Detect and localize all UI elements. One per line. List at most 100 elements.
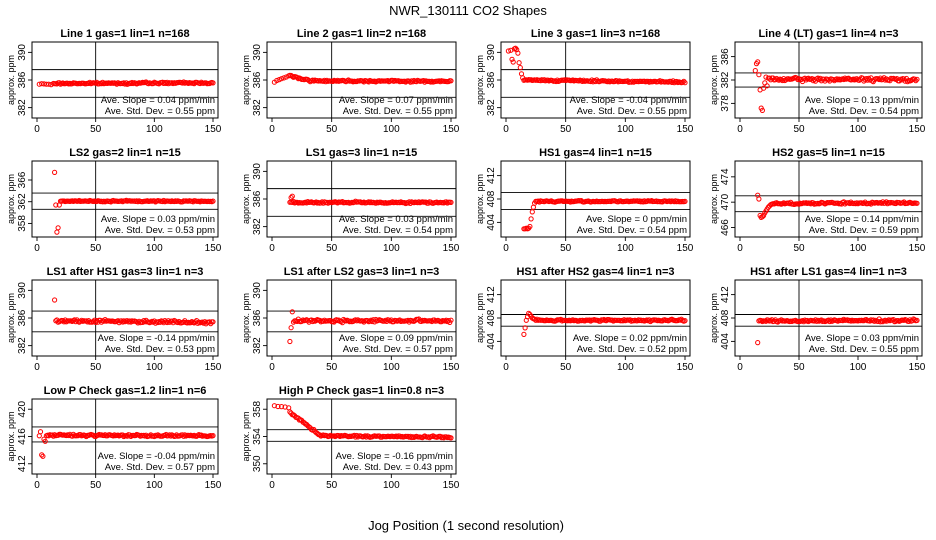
data-point xyxy=(168,433,174,439)
data-point xyxy=(182,432,188,438)
y-tick-label: 474 xyxy=(720,168,731,185)
data-point xyxy=(197,80,203,87)
y-axis-label: approx. ppm xyxy=(6,293,16,343)
panel-2: Line 2 gas=1 lin=2 n=168 0 50 100 150 382 386 3… xyxy=(241,28,460,135)
x-tick-label: 50 xyxy=(326,124,338,135)
data-point xyxy=(680,79,686,85)
y-tick-label: 386 xyxy=(17,309,28,326)
data-point xyxy=(150,80,156,87)
stddev-annotation: Ave. Std. Dev. = 0.43 ppm xyxy=(343,462,453,473)
x-tick-label: 100 xyxy=(146,243,163,254)
data-point xyxy=(179,80,186,86)
x-tick-label: 0 xyxy=(269,243,275,254)
data-point xyxy=(210,319,216,325)
data-point xyxy=(509,56,515,62)
y-tick-label: 416 xyxy=(17,428,28,445)
data-point xyxy=(100,79,106,86)
data-point xyxy=(142,319,148,325)
data-point xyxy=(387,318,393,324)
data-point xyxy=(129,79,135,86)
stddev-annotation: Ave. Std. Dev. = 0.55 ppm xyxy=(343,106,453,117)
panel-title: HS1 gas=4 lin=1 n=15 xyxy=(539,147,652,159)
data-point xyxy=(808,201,814,207)
x-tick-label: 150 xyxy=(205,243,222,254)
data-point xyxy=(275,403,281,410)
data-point xyxy=(914,317,920,323)
y-tick-label: 470 xyxy=(720,193,731,210)
x-tick-label: 150 xyxy=(443,362,460,373)
y-tick-label: 382 xyxy=(17,99,28,116)
figure-title: NWR_130111 CO2 Shapes xyxy=(389,3,547,18)
y-tick-label: 390 xyxy=(252,282,263,299)
data-point xyxy=(281,75,287,81)
y-tick-label: 386 xyxy=(720,48,731,65)
data-point xyxy=(884,318,891,324)
data-point xyxy=(55,225,61,231)
data-point xyxy=(289,193,295,199)
data-point xyxy=(682,198,688,204)
y-tick-label: 412 xyxy=(486,167,497,184)
data-point xyxy=(530,204,537,210)
x-tick-label: 0 xyxy=(503,124,509,135)
y-tick-label: 408 xyxy=(720,309,731,326)
data-point xyxy=(815,75,821,81)
y-tick-label: 420 xyxy=(17,400,28,417)
data-point xyxy=(36,433,42,439)
data-point xyxy=(781,200,787,206)
data-point xyxy=(385,78,391,84)
data-point xyxy=(110,433,116,439)
stddev-annotation: Ave. Std. Dev. = 0.54 ppm xyxy=(343,225,453,236)
data-point xyxy=(366,433,372,439)
x-tick-label: 0 xyxy=(269,480,275,491)
data-point xyxy=(528,216,534,222)
data-point xyxy=(363,434,369,440)
panel-title: Line 2 gas=1 lin=2 n=168 xyxy=(297,28,426,40)
data-point xyxy=(756,196,762,202)
stddev-annotation: Ave. Std. Dev. = 0.53 ppm xyxy=(105,225,215,236)
slope-annotation: Ave. Slope = 0.04 ppm/min xyxy=(101,95,215,106)
data-point xyxy=(761,85,767,91)
y-axis-label: approx. ppm xyxy=(709,293,719,343)
data-point xyxy=(841,316,847,322)
slope-annotation: Ave. Slope = 0.07 ppm/min xyxy=(339,95,453,106)
slope-annotation: Ave. Slope = -0.04 ppm/min xyxy=(570,95,687,106)
data-point xyxy=(755,340,761,346)
data-point xyxy=(53,202,59,208)
y-axis-label: approx. ppm xyxy=(241,293,251,343)
x-tick-label: 150 xyxy=(443,243,460,254)
data-point xyxy=(147,433,153,439)
data-point xyxy=(66,432,72,439)
x-tick-label: 0 xyxy=(503,243,509,254)
x-tick-label: 100 xyxy=(146,124,163,135)
data-point xyxy=(98,81,105,87)
figure-xlabel: Jog Position (1 second resolution) xyxy=(368,518,564,533)
data-point xyxy=(776,77,782,83)
data-point xyxy=(804,317,810,324)
x-tick-label: 0 xyxy=(737,124,743,135)
x-tick-label: 100 xyxy=(146,480,163,491)
data-point xyxy=(516,60,522,66)
x-tick-label: 150 xyxy=(909,243,926,254)
data-point xyxy=(351,199,357,205)
x-tick-label: 50 xyxy=(90,124,102,135)
data-point xyxy=(842,75,848,81)
panel-title: Line 3 gas=1 lin=3 n=168 xyxy=(531,28,660,40)
y-tick-label: 390 xyxy=(17,44,28,61)
x-tick-label: 50 xyxy=(326,243,338,254)
panel-14: High P Check gas=1 lin=0.8 n=3 0 50 100 150 3… xyxy=(241,385,460,491)
data-point xyxy=(448,199,454,205)
y-tick-label: 358 xyxy=(252,400,263,417)
slope-annotation: Ave. Slope = 0.03 ppm/min xyxy=(805,333,919,344)
panel-title: HS2 gas=5 lin=1 n=15 xyxy=(772,147,885,159)
y-tick-label: 382 xyxy=(720,71,731,88)
data-point xyxy=(783,77,789,83)
data-point xyxy=(586,317,593,323)
data-point xyxy=(98,319,105,325)
data-point xyxy=(50,433,57,439)
y-tick-label: 378 xyxy=(720,95,731,112)
x-tick-label: 50 xyxy=(560,243,572,254)
x-tick-label: 100 xyxy=(146,362,163,373)
x-tick-label: 100 xyxy=(617,124,634,135)
data-point xyxy=(814,318,820,324)
